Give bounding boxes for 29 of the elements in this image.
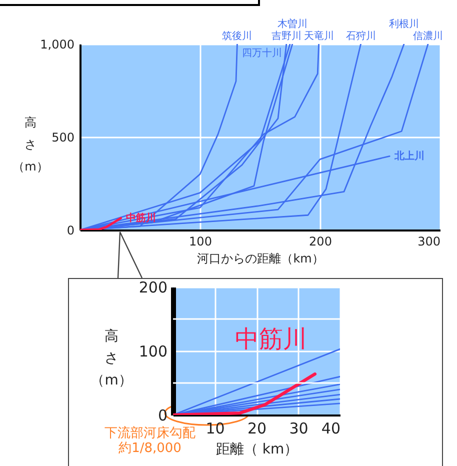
- series-label: 石狩川: [346, 30, 376, 42]
- series-label: 信濃川: [413, 30, 443, 42]
- series-label: 筑後川: [222, 30, 252, 42]
- x-tick-label: 40: [321, 420, 340, 438]
- series-label: 利根川: [389, 18, 419, 30]
- x-tick-label: 20: [247, 420, 267, 438]
- x-tick-label: 30: [289, 420, 308, 438]
- y-axis-title: 高さ（m）: [90, 328, 132, 388]
- series-label: 吉野川: [271, 30, 302, 42]
- y-tick-label: 100: [138, 342, 168, 360]
- x-tick-label: 300: [418, 234, 440, 248]
- x-axis-title: 河口からの距離（km）: [197, 252, 324, 266]
- series-label: 北上川: [394, 150, 425, 162]
- x-tick-label: 10: [206, 420, 225, 438]
- y-tick-label: 0: [158, 406, 168, 424]
- series-label: 天竜川: [304, 30, 334, 42]
- series-label: 四万十川: [242, 47, 282, 59]
- x-tick-label: 200: [309, 234, 332, 248]
- x-tick-label: 100: [189, 234, 212, 248]
- series-label: 木曽川: [277, 18, 308, 30]
- series-label: 中筋川: [126, 212, 156, 224]
- text: 下流部河床勾配: [104, 426, 196, 441]
- y-tick-label: 200: [138, 278, 168, 296]
- y-axis-title: 高さ（m）: [12, 116, 48, 174]
- y-tick-label: 500: [52, 130, 74, 144]
- x-axis-title: 距離（ km）: [216, 442, 298, 458]
- y-tick-label: 1,000: [40, 38, 74, 52]
- y-tick-label: 0: [66, 224, 74, 238]
- text: 約1/8,000: [118, 441, 182, 456]
